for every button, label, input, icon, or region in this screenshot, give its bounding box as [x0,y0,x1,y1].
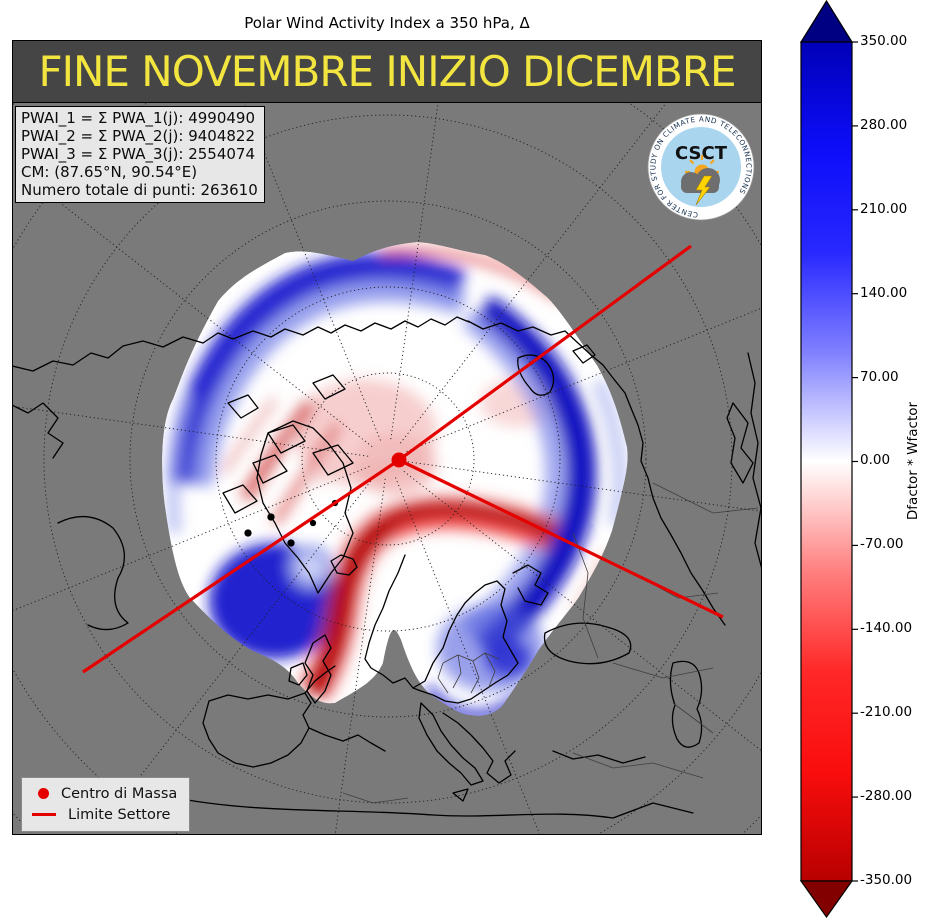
colorbar-tick: 210.00 [860,201,908,217]
csct-logo: CENTER FOR STUDY ON CLIMATE AND TELECONN… [646,112,756,222]
legend-label: Limite Settore [68,806,171,823]
figure-title: Polar Wind Activity Index a 350 hPa, Δ [244,14,530,32]
country-borders [342,482,759,804]
anomaly-field [162,242,628,716]
sector-limit-lines [82,244,724,674]
period-banner-text: FINE NOVEMBRE INIZIO DICEMBRE [38,47,736,96]
period-banner: FINE NOVEMBRE INIZIO DICEMBRE [13,41,761,103]
stats-line-1: PWAI_1 = Σ PWA_1(j): 4990490 [21,109,255,127]
colorbar-tick: 0.00 [860,452,891,468]
colorbar-axis-label: Dfactor * Wfactor [905,401,921,521]
centro-di-massa-marker-icon [38,788,49,799]
map-legend: Centro di Massa Limite Settore [21,777,191,832]
pwai-stats-box: PWAI_1 = Σ PWA_1(j): 4990490 PWAI_2 = Σ … [15,106,265,203]
colorbar-over-arrow [799,0,854,43]
colorbar-gradient [800,41,853,882]
colorbar-tick-marks [852,41,858,882]
colorbar-tick: -140.00 [860,620,913,636]
colorbar-tick: 280.00 [860,117,908,133]
colorbar-tick: 350.00 [860,33,908,49]
colorbar-tick: -280.00 [860,788,913,804]
colorbar-under-arrow [799,880,854,918]
limite-settore-marker-icon [32,813,56,816]
legend-item-centre-of-mass: Centro di Massa [32,783,177,804]
stats-line-2: PWAI_2 = Σ PWA_2(j): 9404822 [21,127,255,145]
colorbar-tick: -210.00 [860,704,913,720]
stats-line-3: PWAI_3 = Σ PWA_3(j): 2554074 [21,145,255,163]
legend-item-limite-settore: Limite Settore [32,804,177,825]
map-frame: FINE NOVEMBRE INIZIO DICEMBRE [12,40,762,835]
legend-label: Centro di Massa [61,785,178,802]
colorbar [799,0,858,918]
polar-map [13,103,761,834]
colorbar-tick: -70.00 [860,536,904,552]
colorbar-tick: 140.00 [860,285,908,301]
colorbar-tick: -350.00 [860,872,913,888]
stats-line-5: Numero totale di punti: 263610 [21,181,258,199]
stats-line-4: CM: (87.65°N, 90.54°E) [21,163,198,181]
map-body: PWAI_1 = Σ PWA_1(j): 4990490 PWAI_2 = Σ … [13,103,761,834]
centre-of-mass-marker [391,452,407,468]
cloud-lightning-icon [681,168,720,206]
graticule [13,103,761,834]
colorbar-tick: 70.00 [860,369,899,385]
logo-org-name: CSCT [675,143,728,164]
